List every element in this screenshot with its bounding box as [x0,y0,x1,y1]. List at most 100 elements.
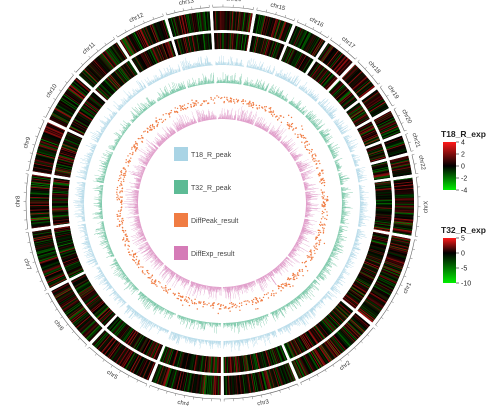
heatmap-cell [299,31,310,49]
heatmap-cell [334,307,348,319]
heatmap-cell [128,331,138,346]
heatmap-cell [235,375,239,395]
heatmap-cell [56,239,73,245]
heatmap-cell [193,13,197,32]
heatmap-cell [53,181,70,184]
heatmap-cell [364,94,381,106]
heatmap-cell [387,146,406,153]
heatmap-cell [308,36,320,54]
heatmap-cell [368,249,385,255]
heatmap-cell [129,34,140,52]
heatmap-cell [363,263,379,271]
heatmap-cell [175,351,182,367]
heatmap-cell [330,311,343,324]
heatmap-cell [281,46,289,62]
heatmap-cell [364,261,380,268]
heatmap-cell [116,42,128,59]
heatmap-cell [55,233,72,238]
heatmap-cell [276,346,284,362]
heatmap-cell [271,18,278,38]
heatmap-cell [344,324,359,339]
histogram-bar [318,301,320,302]
heatmap-cell [80,72,95,87]
histogram-bar [355,235,360,237]
heatmap-cell [337,331,351,346]
histogram-bar [354,241,362,244]
axis-tick [124,29,127,33]
heatmap-cell [394,212,414,215]
heatmap-cell [210,33,213,50]
heatmap-cell [366,297,383,309]
heatmap-cell [96,333,110,349]
heatmap-cell [228,356,231,373]
heatmap-cell [260,38,266,55]
heatmap-cell [97,56,111,72]
heatmap-cell [81,71,96,86]
histogram-bar [332,285,341,292]
heatmap-cell [49,278,67,288]
heatmap-cell [162,20,170,39]
heatmap-cell [64,261,80,268]
heatmap-cell [45,126,64,135]
heatmap-cell [359,271,375,280]
heatmap-cell [375,114,393,124]
heatmap-cell [369,155,386,162]
histogram-bar [232,340,233,348]
histogram-bar [322,297,325,299]
histogram-bar [355,239,359,241]
heatmap-cell [394,192,414,195]
heatmap-cell [375,187,392,190]
heatmap-cell [277,366,285,385]
heatmap-cell [135,335,145,350]
heatmap-cell [325,76,337,90]
heatmap-cell [209,356,212,373]
heatmap-cell [372,168,389,173]
heatmap-cell [320,344,333,361]
heatmap-cell [297,336,307,352]
axis-tick [386,94,389,97]
heatmap-cell [357,309,373,323]
heatmap-cell [329,81,342,94]
heatmap-cell [30,183,50,187]
heatmap-cell [321,344,333,361]
heatmap-cell [339,302,353,314]
heatmap-cell [127,331,138,345]
heatmap-cell [254,14,259,34]
heatmap-cell [137,55,146,70]
heatmap-cell [266,40,273,56]
heatmap-cell [325,316,337,329]
axis-tick [35,271,39,273]
heatmap-cell [271,368,278,388]
heatmap-cell [111,73,123,86]
heatmap-cell [384,262,403,271]
histogram-bar [328,107,337,116]
histogram-bar [326,292,327,294]
histogram-bar [311,308,314,311]
heatmap-cell [371,163,388,169]
heatmap-cell [67,266,83,274]
heatmap-cell [55,235,72,240]
axis-tick [116,34,118,38]
histogram-bar [353,244,358,246]
heatmap-cell [198,12,202,32]
histogram-bar [272,68,275,75]
histogram-bar [167,67,171,76]
heatmap-cell [375,208,392,211]
histogram-bar [298,317,304,325]
heatmap-cell [84,102,98,113]
heatmap-cell [330,311,343,324]
heatmap-cell [66,89,83,102]
heatmap-cell [62,142,78,150]
heatmap-cell [181,372,187,391]
heatmap-cell [165,348,172,364]
heatmap-cell [173,350,179,367]
heatmap-cell [157,365,165,385]
heatmap-cell [335,306,348,318]
histogram-bar [317,302,321,305]
heatmap-cell [171,17,178,37]
heatmap-cell [337,303,351,315]
heatmap-cell [328,314,340,327]
heatmap-cell [297,30,307,48]
heatmap-cell [371,237,388,243]
heatmap-cell [38,254,58,262]
